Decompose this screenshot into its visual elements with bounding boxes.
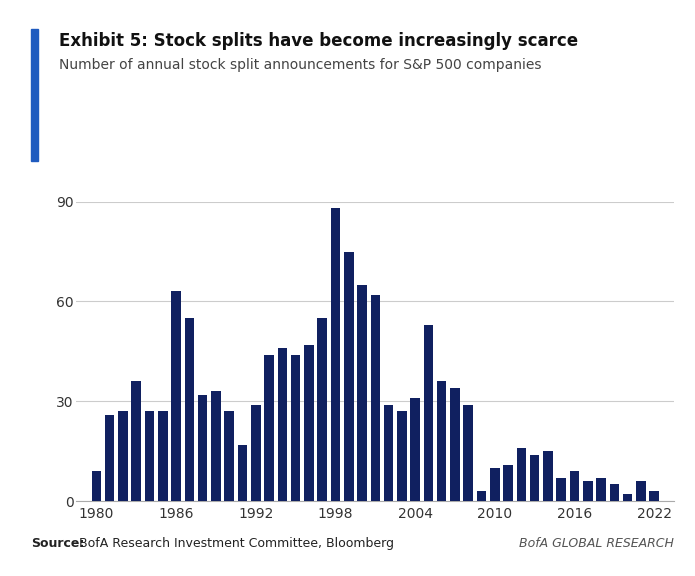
- Bar: [464, 404, 473, 501]
- Bar: [450, 388, 460, 501]
- Bar: [370, 295, 380, 501]
- Bar: [543, 451, 553, 501]
- Bar: [410, 398, 420, 501]
- Bar: [318, 318, 327, 501]
- Bar: [583, 481, 593, 501]
- Bar: [490, 468, 500, 501]
- Text: BofA Research Investment Committee, Bloomberg: BofA Research Investment Committee, Bloo…: [75, 537, 394, 550]
- Bar: [185, 318, 194, 501]
- Bar: [424, 325, 433, 501]
- Bar: [118, 411, 128, 501]
- Bar: [636, 481, 646, 501]
- Bar: [224, 411, 234, 501]
- Bar: [344, 252, 354, 501]
- Bar: [238, 445, 247, 501]
- Bar: [557, 478, 566, 501]
- Bar: [211, 391, 221, 501]
- Bar: [264, 355, 274, 501]
- Bar: [251, 404, 261, 501]
- Bar: [171, 291, 181, 501]
- Bar: [384, 404, 393, 501]
- Bar: [291, 355, 300, 501]
- Bar: [277, 348, 287, 501]
- Text: Source:: Source:: [31, 537, 85, 550]
- Bar: [530, 454, 539, 501]
- Bar: [570, 471, 580, 501]
- Text: Exhibit 5: Stock splits have become increasingly scarce: Exhibit 5: Stock splits have become incr…: [59, 32, 578, 50]
- Bar: [649, 491, 659, 501]
- Bar: [623, 494, 632, 501]
- Bar: [503, 464, 513, 501]
- Bar: [304, 344, 313, 501]
- Bar: [331, 209, 341, 501]
- Bar: [357, 285, 367, 501]
- Bar: [610, 484, 619, 501]
- Bar: [158, 411, 167, 501]
- Bar: [198, 395, 207, 501]
- Bar: [477, 491, 486, 501]
- Bar: [131, 381, 141, 501]
- Bar: [105, 415, 115, 501]
- Bar: [145, 411, 154, 501]
- Text: BofA GLOBAL RESEARCH: BofA GLOBAL RESEARCH: [519, 537, 674, 550]
- Bar: [92, 471, 101, 501]
- Bar: [596, 478, 606, 501]
- Bar: [437, 381, 446, 501]
- Text: Number of annual stock split announcements for S&P 500 companies: Number of annual stock split announcemen…: [59, 58, 541, 71]
- Bar: [516, 448, 526, 501]
- Bar: [397, 411, 407, 501]
